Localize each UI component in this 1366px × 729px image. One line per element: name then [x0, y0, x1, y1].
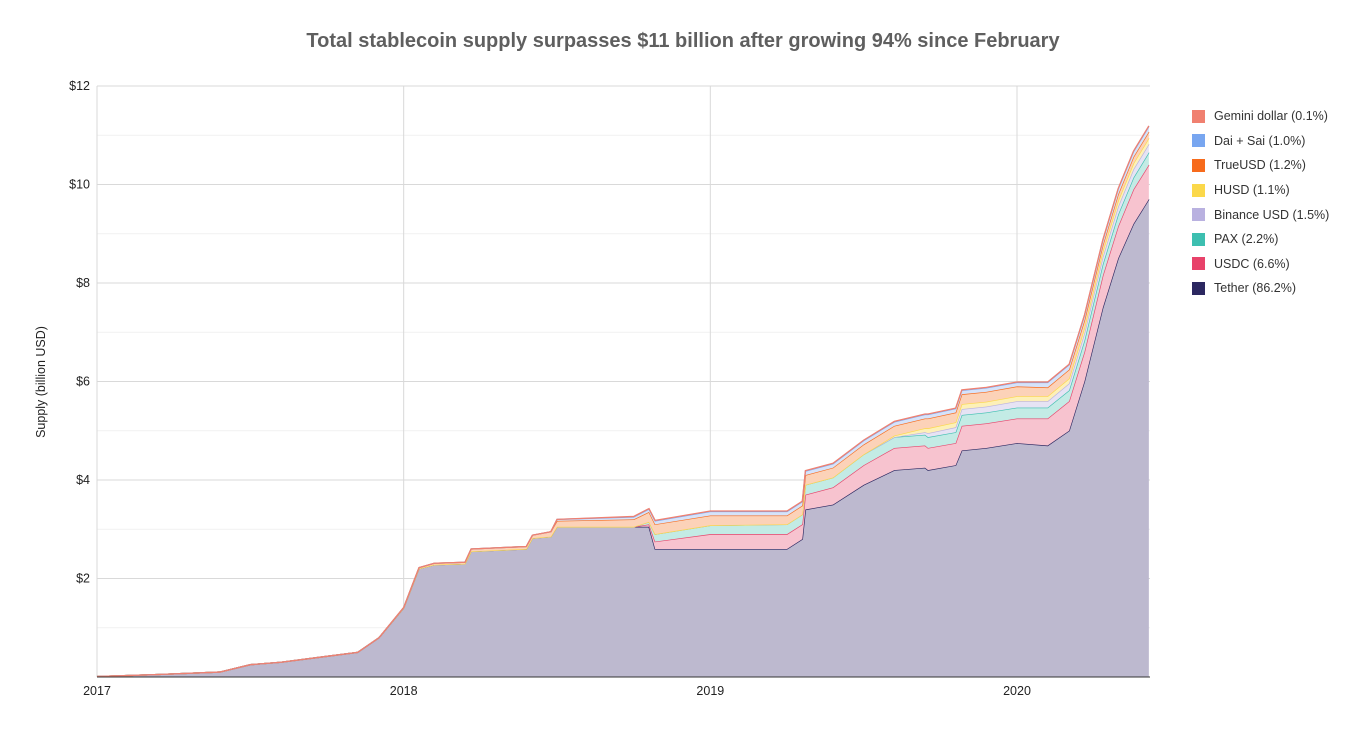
- legend-item: TrueUSD (1.2%): [1192, 153, 1329, 178]
- legend-label: Binance USD (1.5%): [1214, 207, 1330, 222]
- legend-label: HUSD (1.1%): [1214, 183, 1290, 198]
- legend-item: Dai + Sai (1.0%): [1192, 129, 1329, 154]
- legend-item: Tether (86.2%): [1192, 276, 1329, 301]
- legend-swatch: [1192, 281, 1205, 295]
- y-tick-label: $8: [76, 276, 90, 290]
- y-tick-label: $6: [76, 375, 90, 389]
- legend-swatch: [1192, 183, 1205, 197]
- x-tick-label: 2017: [83, 684, 111, 698]
- y-tick-label: $2: [76, 572, 90, 586]
- legend-label: PAX (2.2%): [1214, 232, 1279, 247]
- legend-swatch: [1192, 158, 1205, 172]
- legend-item: HUSD (1.1%): [1192, 178, 1329, 203]
- legend-label: Dai + Sai (1.0%): [1214, 133, 1306, 148]
- legend: Gemini dollar (0.1%) Dai + Sai (1.0%) Tr…: [1192, 104, 1329, 301]
- legend-label: TrueUSD (1.2%): [1214, 158, 1306, 173]
- legend-item: Gemini dollar (0.1%): [1192, 104, 1329, 129]
- y-tick-label: $10: [69, 178, 90, 192]
- line-gemini-dollar: [96, 125, 1150, 678]
- y-tick-label: $12: [69, 79, 90, 93]
- legend-item: Binance USD (1.5%): [1192, 202, 1329, 227]
- legend-label: Gemini dollar (0.1%): [1214, 109, 1328, 124]
- legend-label: Tether (86.2%): [1214, 281, 1296, 296]
- legend-swatch: [1192, 232, 1205, 246]
- x-tick-label: 2020: [1003, 684, 1031, 698]
- legend-swatch: [1192, 109, 1205, 123]
- legend-swatch: [1192, 208, 1205, 222]
- chart-title: Total stablecoin supply surpasses $11 bi…: [306, 30, 1060, 52]
- y-axis-label: Supply (billion USD): [34, 326, 48, 438]
- x-tick-label: 2019: [696, 684, 724, 698]
- legend-swatch: [1192, 134, 1205, 148]
- legend-item: PAX (2.2%): [1192, 227, 1329, 252]
- area-tether: [97, 199, 1149, 677]
- y-tick-label: $4: [76, 473, 90, 487]
- legend-item: USDC (6.6%): [1192, 252, 1329, 277]
- legend-label: USDC (6.6%): [1214, 256, 1290, 271]
- legend-swatch: [1192, 257, 1205, 271]
- x-tick-label: 2018: [390, 684, 418, 698]
